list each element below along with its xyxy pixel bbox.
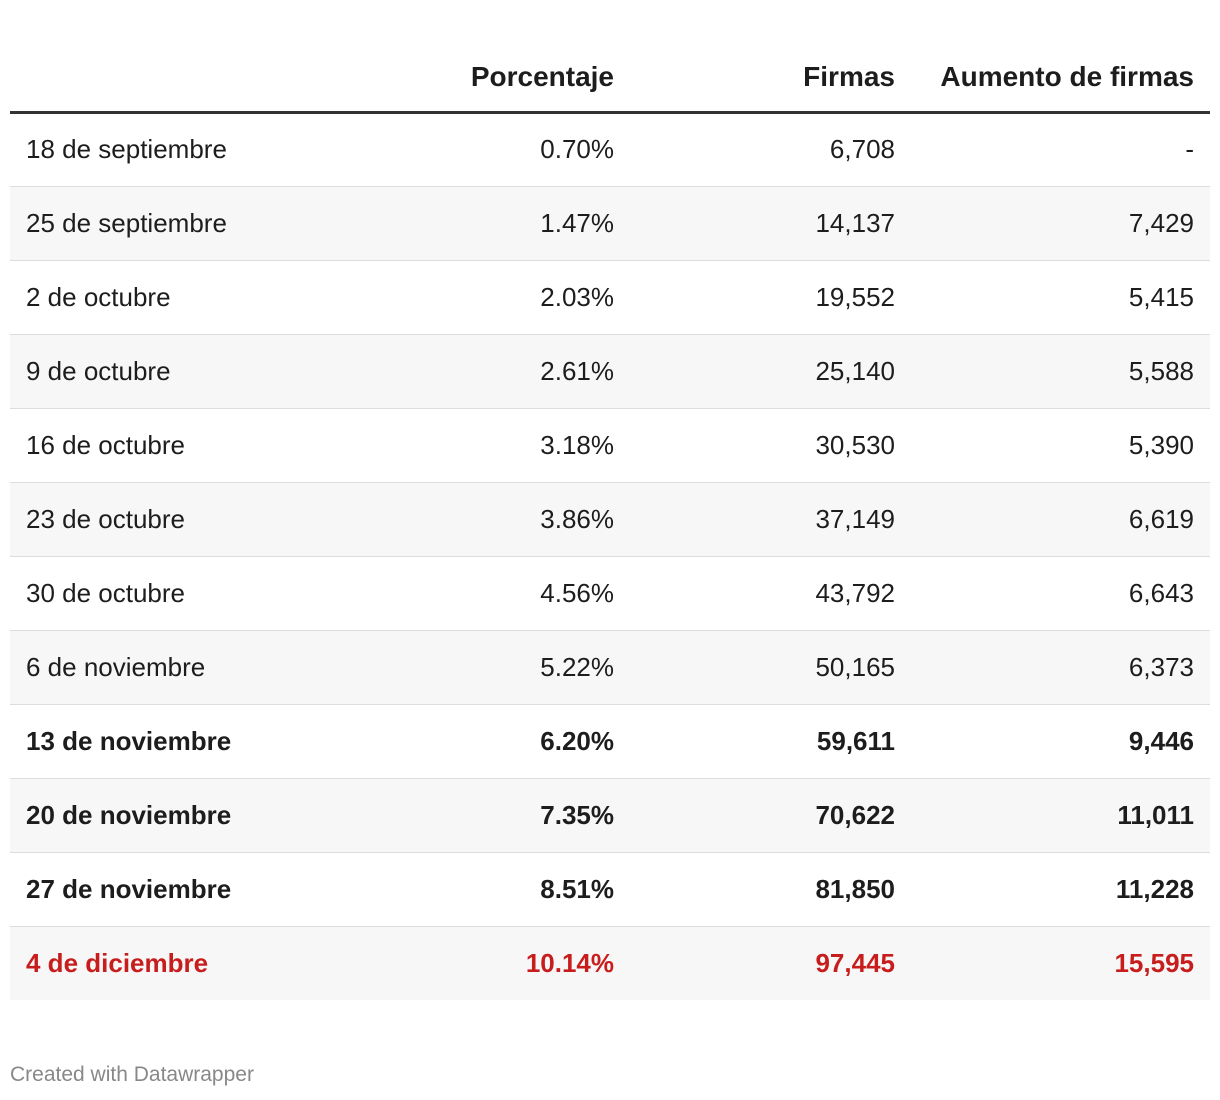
table-row: 16 de octubre 3.18% 30,530 5,390 <box>10 408 1210 483</box>
cell-signatures: 81,850 <box>630 852 911 927</box>
header-percentage: Porcentaje <box>310 40 630 114</box>
cell-signatures: 50,165 <box>630 630 911 705</box>
header-date <box>10 40 310 114</box>
cell-signature-increase: 9,446 <box>911 704 1210 779</box>
cell-percentage: 4.56% <box>310 556 630 631</box>
cell-date: 16 de octubre <box>10 408 310 483</box>
header-signatures: Firmas <box>630 40 911 114</box>
table-row: 23 de octubre 3.86% 37,149 6,619 <box>10 482 1210 557</box>
table-row: 6 de noviembre 5.22% 50,165 6,373 <box>10 630 1210 705</box>
cell-signature-increase: 6,619 <box>911 482 1210 557</box>
cell-signature-increase: 7,429 <box>911 186 1210 261</box>
table-body: 18 de septiembre 0.70% 6,708-25 de septiem… <box>10 112 1210 1000</box>
table-row: 27 de noviembre 8.51% 81,850 11,228 <box>10 852 1210 927</box>
table-row: 13 de noviembre 6.20% 59,611 9,446 <box>10 704 1210 779</box>
cell-signatures: 97,445 <box>630 926 911 1000</box>
cell-date: 9 de octubre <box>10 334 310 409</box>
cell-signature-increase: 6,373 <box>911 630 1210 705</box>
signatures-table: Porcentaje Firmas Aumento de firmas 18 d… <box>10 40 1210 1000</box>
cell-signature-increase: - <box>911 112 1210 187</box>
table-row: 2 de octubre 2.03% 19,552 5,415 <box>10 260 1210 335</box>
cell-date: 4 de diciembre <box>10 926 310 1000</box>
cell-percentage: 10.14% <box>310 926 630 1000</box>
cell-signatures: 59,611 <box>630 704 911 779</box>
cell-date: 25 de septiembre <box>10 186 310 261</box>
data-table-container: Porcentaje Firmas Aumento de firmas 18 d… <box>10 40 1210 1000</box>
cell-signatures: 14,137 <box>630 186 911 261</box>
cell-percentage: 2.61% <box>310 334 630 409</box>
cell-date: 20 de noviembre <box>10 778 310 853</box>
cell-date: 18 de septiembre <box>10 112 310 187</box>
cell-signatures: 30,530 <box>630 408 911 483</box>
cell-signature-increase: 5,588 <box>911 334 1210 409</box>
cell-signature-increase: 5,390 <box>911 408 1210 483</box>
cell-percentage: 5.22% <box>310 630 630 705</box>
cell-percentage: 8.51% <box>310 852 630 927</box>
cell-percentage: 6.20% <box>310 704 630 779</box>
header-row: Porcentaje Firmas Aumento de firmas <box>10 40 1210 114</box>
cell-date: 6 de noviembre <box>10 630 310 705</box>
cell-signatures: 70,622 <box>630 778 911 853</box>
cell-signatures: 37,149 <box>630 482 911 557</box>
cell-date: 23 de octubre <box>10 482 310 557</box>
cell-percentage: 7.35% <box>310 778 630 853</box>
cell-date: 27 de noviembre <box>10 852 310 927</box>
cell-signature-increase: 15,595 <box>911 926 1210 1000</box>
cell-signature-increase: 11,228 <box>911 852 1210 927</box>
table-row: 20 de noviembre 7.35% 70,622 11,011 <box>10 778 1210 853</box>
cell-signatures: 25,140 <box>630 334 911 409</box>
cell-date: 30 de octubre <box>10 556 310 631</box>
cell-signatures: 19,552 <box>630 260 911 335</box>
cell-percentage: 3.86% <box>310 482 630 557</box>
cell-signature-increase: 5,415 <box>911 260 1210 335</box>
cell-signatures: 43,792 <box>630 556 911 631</box>
table-row: 4 de diciembre 10.14% 97,445 15,595 <box>10 926 1210 1000</box>
footer-credit: Created with Datawrapper <box>10 1063 254 1086</box>
cell-percentage: 1.47% <box>310 186 630 261</box>
cell-percentage: 0.70% <box>310 112 630 187</box>
cell-date: 13 de noviembre <box>10 704 310 779</box>
cell-percentage: 2.03% <box>310 260 630 335</box>
cell-signature-increase: 6,643 <box>911 556 1210 631</box>
table-header: Porcentaje Firmas Aumento de firmas <box>10 40 1210 114</box>
cell-date: 2 de octubre <box>10 260 310 335</box>
cell-signatures: 6,708 <box>630 112 911 187</box>
header-signature-increase: Aumento de firmas <box>911 40 1210 114</box>
table-row: 18 de septiembre 0.70% 6,708- <box>10 112 1210 187</box>
table-row: 9 de octubre 2.61% 25,140 5,588 <box>10 334 1210 409</box>
cell-signature-increase: 11,011 <box>911 778 1210 853</box>
cell-percentage: 3.18% <box>310 408 630 483</box>
table-row: 25 de septiembre 1.47% 14,137 7,429 <box>10 186 1210 261</box>
table-row: 30 de octubre 4.56% 43,792 6,643 <box>10 556 1210 631</box>
